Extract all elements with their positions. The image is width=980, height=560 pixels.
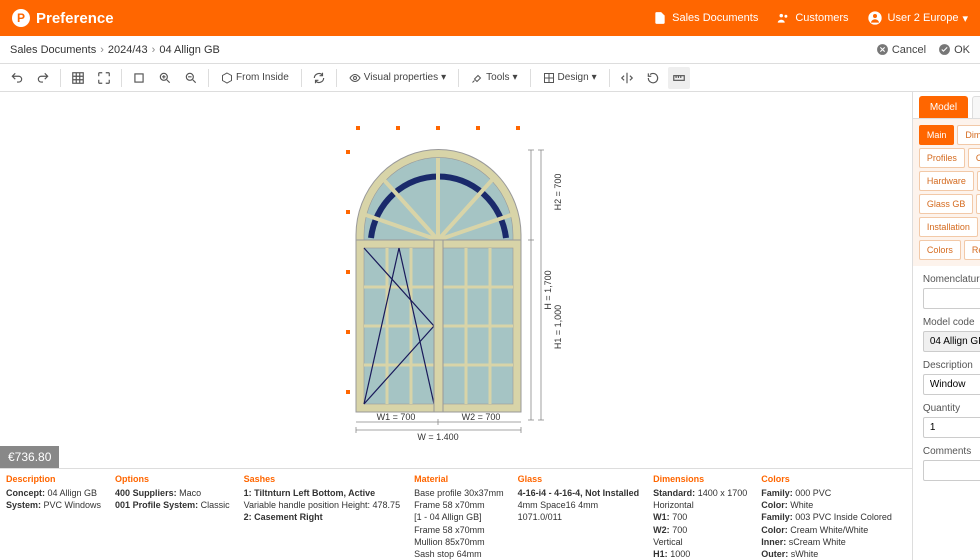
info-sashes: Sashes 1: Tiltnturn Left Bottom, Active … xyxy=(244,473,400,556)
price-badge: €736.80 xyxy=(0,446,59,468)
subtab-hardware[interactable]: Hardware xyxy=(919,171,974,191)
canvas[interactable]: H = 1,700 H2 = 700 H1 = 1,000 W = 1,400 … xyxy=(0,92,912,468)
mirror-h-icon xyxy=(620,71,634,85)
chevron-down-icon: ▾ xyxy=(513,72,518,83)
cube-icon xyxy=(221,72,233,84)
customers-icon xyxy=(776,11,790,25)
refresh-icon xyxy=(312,71,326,85)
subtab-main[interactable]: Main xyxy=(919,125,955,145)
ruler-icon xyxy=(672,71,686,85)
undo-icon xyxy=(10,71,24,85)
breadcrumb-item[interactable]: 04 Allign GB xyxy=(159,44,220,56)
brand-icon: P xyxy=(12,9,30,27)
visual-properties-button[interactable]: Visual properties ▾ xyxy=(343,67,452,89)
expand-button[interactable] xyxy=(93,67,115,89)
undo-button[interactable] xyxy=(6,67,28,89)
subtab-profiles[interactable]: Profiles xyxy=(919,148,965,168)
toolbar: From Inside Visual properties ▾ Tools ▾ … xyxy=(0,64,980,92)
info-dimensions: Dimensions Standard: 1400 x 1700 Horizon… xyxy=(653,473,747,556)
quantity-label: Quantity xyxy=(923,403,980,414)
window-drawing: H = 1,700 H2 = 700 H1 = 1,000 W = 1,400 … xyxy=(326,120,586,440)
refresh-button[interactable] xyxy=(308,67,330,89)
rotate-button[interactable] xyxy=(642,67,664,89)
info-glass: Glass 4-16-i4 - 4-16-4, Not Installed 4m… xyxy=(518,473,640,556)
description-label: Description xyxy=(923,360,980,371)
info-description: Description Concept: 04 Allign GB System… xyxy=(6,473,101,556)
user-icon xyxy=(867,10,883,26)
grid-button[interactable] xyxy=(67,67,89,89)
ok-button[interactable]: OK xyxy=(938,43,970,56)
nomenclature-input[interactable] xyxy=(923,288,980,309)
tab-model[interactable]: Model xyxy=(919,96,968,118)
close-icon xyxy=(876,43,889,56)
info-material: Material Base profile 30x37mm Frame 58 x… xyxy=(414,473,504,556)
svg-text:H2 = 700: H2 = 700 xyxy=(553,174,563,211)
brand-name: Preference xyxy=(36,10,114,27)
svg-text:H = 1,700: H = 1,700 xyxy=(543,270,553,309)
customers-link[interactable]: Customers xyxy=(776,11,848,25)
sales-documents-link[interactable]: Sales Documents xyxy=(653,11,758,25)
subtab-glass-gb[interactable]: Glass GB xyxy=(919,194,974,214)
cancel-button[interactable]: Cancel xyxy=(876,43,926,56)
app-header: P Preference Sales Documents Customers U… xyxy=(0,0,980,36)
grid-icon xyxy=(71,71,85,85)
info-panel: Description Concept: 04 Allign GB System… xyxy=(0,468,912,560)
svg-text:W2 = 700: W2 = 700 xyxy=(462,412,501,422)
subtab-colors[interactable]: Colors xyxy=(919,240,961,260)
comments-label: Comments xyxy=(923,446,980,457)
chevron-down-icon: ▾ xyxy=(441,72,446,83)
layout-icon xyxy=(543,72,555,84)
mirror-h-button[interactable] xyxy=(616,67,638,89)
chevron-down-icon: ▾ xyxy=(962,12,968,25)
tools-menu-button[interactable]: Tools ▾ xyxy=(465,67,523,89)
brand-logo: P Preference xyxy=(12,9,114,27)
view-direction-button[interactable]: From Inside xyxy=(215,67,295,89)
window-svg: H = 1,700 H2 = 700 H1 = 1,000 W = 1,400 … xyxy=(326,120,586,440)
subtab-dimensions[interactable]: Dimensions xyxy=(957,125,980,145)
canvas-panel: H = 1,700 H2 = 700 H1 = 1,000 W = 1,400 … xyxy=(0,92,913,560)
breadcrumb-item[interactable]: Sales Documents xyxy=(10,44,96,56)
svg-text:W = 1,400: W = 1,400 xyxy=(417,432,458,440)
comments-input[interactable] xyxy=(923,460,980,481)
fit-icon xyxy=(132,71,146,85)
svg-text:H1 = 1,000: H1 = 1,000 xyxy=(553,305,563,349)
zoom-in-button[interactable] xyxy=(154,67,176,89)
nomenclature-label: Nomenclature xyxy=(923,274,980,285)
user-menu[interactable]: User 2 Europe ▾ xyxy=(867,10,968,26)
model-code-input xyxy=(923,331,980,352)
breadcrumb-item[interactable]: 2024/43 xyxy=(108,44,148,56)
subtab-openings[interactable]: Openings xyxy=(968,148,980,168)
subtab-reflection[interactable]: Reflection xyxy=(964,240,980,260)
info-colors: Colors Family: 000 PVC Color: White Fami… xyxy=(761,473,892,556)
measure-button[interactable] xyxy=(668,67,690,89)
info-options: Options 400 Suppliers: Maco 001 Profile … xyxy=(115,473,230,556)
panel-tabs: Model Elements xyxy=(913,92,980,119)
zoom-out-button[interactable] xyxy=(180,67,202,89)
quantity-input[interactable] xyxy=(923,417,980,438)
document-icon xyxy=(653,11,667,25)
subtab-gbpos[interactable]: GBPos xyxy=(976,194,980,214)
check-icon xyxy=(938,43,951,56)
breadcrumb: Sales Documents › 2024/43 › 04 Allign GB… xyxy=(0,36,980,64)
design-menu-button[interactable]: Design ▾ xyxy=(537,67,603,89)
chevron-down-icon: ▾ xyxy=(592,72,597,83)
panel-subtabs: Main Dimensions Profiles Openings Hardwa… xyxy=(913,119,980,266)
main-area: H = 1,700 H2 = 700 H1 = 1,000 W = 1,400 … xyxy=(0,92,980,560)
tab-elements[interactable]: Elements xyxy=(972,96,980,118)
subtab-installation[interactable]: Installation xyxy=(919,217,978,237)
redo-icon xyxy=(36,71,50,85)
tools-icon xyxy=(471,72,483,84)
description-input[interactable] xyxy=(923,374,980,395)
rotate-icon xyxy=(646,71,660,85)
zoom-in-icon xyxy=(158,71,172,85)
svg-text:W1 = 700: W1 = 700 xyxy=(377,412,416,422)
model-code-label: Model code xyxy=(923,317,980,328)
form-main: Nomenclature Model code Description Quan… xyxy=(913,266,980,497)
zoom-out-icon xyxy=(184,71,198,85)
eye-icon xyxy=(349,72,361,84)
redo-button[interactable] xyxy=(32,67,54,89)
fit-button[interactable] xyxy=(128,67,150,89)
properties-panel: Model Elements Main Dimensions Profiles … xyxy=(913,92,980,560)
expand-icon xyxy=(97,71,111,85)
